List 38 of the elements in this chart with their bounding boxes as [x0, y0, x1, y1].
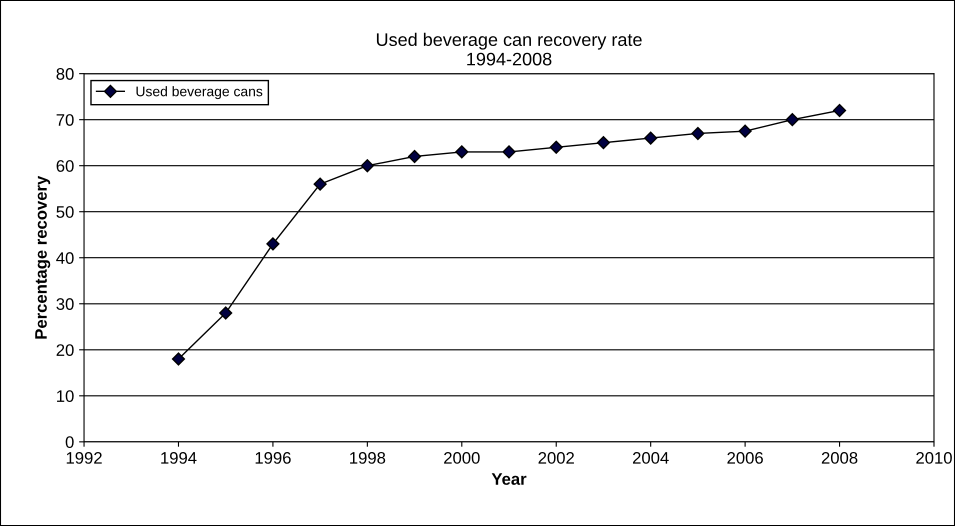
- point: [786, 113, 799, 126]
- y-tick-label: 30: [56, 298, 74, 310]
- point: [691, 126, 704, 140]
- y-tick-label: 0: [66, 436, 74, 448]
- x-axis-title: Year: [492, 473, 526, 485]
- point: [219, 306, 232, 320]
- point: [550, 140, 563, 154]
- x-tick-label: 2006: [727, 452, 763, 464]
- y-tick-label: 60: [56, 160, 74, 172]
- x-tick-label: 2010: [916, 452, 952, 464]
- point: [408, 150, 422, 164]
- x-tick-label: 1998: [350, 452, 386, 464]
- point: [360, 159, 374, 172]
- y-tick-label: 10: [57, 390, 74, 402]
- point: [832, 104, 846, 118]
- legend-label: Used beverage cans: [136, 86, 262, 100]
- point: [172, 352, 186, 366]
- point: [596, 136, 610, 150]
- point: [502, 145, 516, 158]
- x-tick-label: 2000: [444, 452, 480, 464]
- point: [266, 237, 280, 251]
- chart-title: Used beverage can recovery rate 1994-2008: [376, 32, 642, 66]
- point: [644, 131, 658, 145]
- x-tick-label: 1996: [256, 452, 291, 464]
- x-tick-label: 2002: [538, 452, 574, 464]
- y-tick-label: 40: [56, 252, 74, 264]
- y-tick-label: 20: [56, 344, 74, 356]
- y-tick-label: 80: [56, 68, 74, 80]
- x-tick-label: 2008: [822, 452, 858, 464]
- point: [314, 178, 327, 191]
- point: [455, 145, 468, 158]
- y-axis-title: Percentage recovery: [35, 176, 50, 339]
- y-tick-label: 50: [56, 206, 74, 218]
- point: [738, 124, 752, 138]
- y-tick-label: 70: [56, 114, 74, 126]
- x-tick-label: 2004: [632, 452, 669, 464]
- x-tick-label: 1994: [161, 452, 197, 464]
- x-tick-label: 1992: [66, 452, 102, 464]
